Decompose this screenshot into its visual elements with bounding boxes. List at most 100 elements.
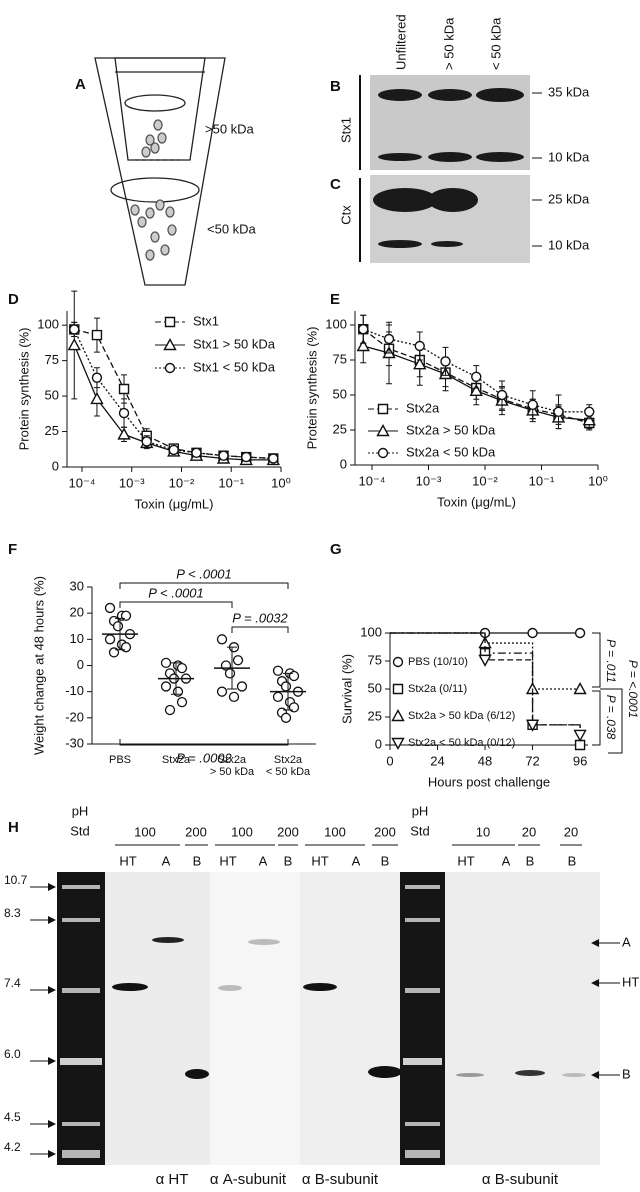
- fraction-label: >50 kDa: [205, 121, 255, 136]
- data-point: [104, 634, 116, 645]
- p-value: P < .0001: [176, 566, 232, 581]
- y-tick-label: 75: [45, 352, 59, 367]
- data-point: [288, 702, 300, 713]
- lane-label: HT: [219, 853, 236, 868]
- lane-label: A: [502, 853, 511, 868]
- marker: [117, 427, 131, 440]
- std-label: Std: [410, 823, 430, 838]
- data-point: [236, 681, 248, 692]
- p-value: P = <.0001: [626, 660, 640, 718]
- data-point: [224, 668, 236, 679]
- y-tick-label: 50: [45, 388, 59, 403]
- x-tick-label: 10⁻²: [472, 473, 498, 488]
- data-point: [176, 696, 188, 708]
- column-label: > 50 kDa: [441, 17, 456, 70]
- x-tick-label: 10⁻³: [416, 473, 442, 488]
- p-value: P = .038: [604, 695, 618, 740]
- lane-label: HT: [457, 853, 474, 868]
- y-tick-label: 0: [340, 456, 347, 471]
- y-axis-title: Weight change at 48 hours (%): [31, 576, 46, 755]
- antibody-label: α A-subunit: [210, 1171, 287, 1188]
- panel-label: H: [8, 819, 19, 836]
- data-point: [216, 686, 228, 697]
- x-tick-label: 96: [573, 753, 587, 768]
- marker: [527, 399, 538, 410]
- marker: [496, 389, 508, 401]
- ph-label: 10.7: [4, 873, 28, 887]
- x-tick-label: 10⁰: [271, 475, 291, 490]
- marker: [471, 371, 482, 382]
- lane-label: B: [381, 853, 390, 868]
- series-line: [363, 328, 590, 413]
- marker: [164, 316, 176, 328]
- size-label: 10 kDa: [548, 237, 590, 252]
- marker: [358, 324, 369, 335]
- y-tick-label: 0: [52, 458, 59, 473]
- p-value: P < .0001: [148, 585, 204, 600]
- marker: [191, 447, 202, 459]
- marker: [553, 406, 564, 417]
- y-tick-label: 0: [375, 736, 382, 751]
- data-point: [272, 665, 284, 676]
- x-tick-label: 10⁻³: [119, 475, 145, 490]
- data-point: [112, 621, 124, 632]
- lane-label: B: [284, 853, 293, 868]
- lane-label: B: [193, 853, 202, 868]
- lane-label: B: [568, 853, 577, 868]
- x-tick-label: 24: [430, 753, 444, 768]
- ph-label: 8.3: [4, 906, 21, 920]
- marker: [391, 709, 405, 722]
- ph-label: 6.0: [4, 1047, 21, 1061]
- marker: [118, 407, 130, 419]
- x-axis-title: Hours post challenge: [428, 774, 550, 789]
- panel-label: A: [75, 76, 86, 93]
- x-tick-label: Stx2a: [161, 754, 191, 766]
- marker: [414, 340, 425, 352]
- series-line: [390, 632, 581, 690]
- legend-label: PBS (10/10): [408, 656, 468, 668]
- y-tick-label: 100: [360, 624, 382, 639]
- marker: [574, 739, 586, 751]
- marker: [582, 413, 596, 426]
- legend-label: Stx2a > 50 kDa: [406, 422, 496, 437]
- antibody-label: α HT: [156, 1171, 189, 1188]
- data-point: [288, 670, 300, 682]
- bracket: [119, 601, 233, 608]
- marker: [91, 372, 103, 383]
- marker: [141, 436, 152, 447]
- marker: [377, 403, 389, 415]
- lane-label: A: [259, 853, 268, 868]
- amount-label: 100: [231, 824, 253, 839]
- marker: [376, 424, 390, 437]
- x-tick-label: Stx2a < 50 kDa: [265, 754, 311, 778]
- column-label: < 50 kDa: [488, 17, 503, 70]
- marker: [383, 333, 395, 345]
- y-tick-label: 10: [70, 631, 84, 646]
- marker: [69, 324, 80, 335]
- marker: [163, 338, 177, 351]
- x-axis-title: Toxin (μg/mL): [134, 496, 213, 511]
- amount-label: 200: [374, 824, 396, 839]
- marker: [67, 338, 81, 351]
- fraction-label: <50 kDa: [207, 221, 257, 236]
- legend-label: Stx2a > 50 kDa (6/12): [408, 710, 515, 722]
- marker: [241, 451, 252, 463]
- filter-diagram: [94, 57, 226, 286]
- row-label: Stx1: [338, 117, 353, 143]
- data-point: [228, 691, 240, 703]
- marker: [91, 329, 103, 341]
- x-tick-label: PBS: [108, 754, 131, 766]
- x-tick-label: 10⁻⁴: [69, 475, 96, 490]
- legend-label: Stx2a (0/11): [408, 683, 467, 695]
- gel: [57, 872, 600, 1165]
- marker: [377, 447, 389, 459]
- antibody-label: α B-subunit: [302, 1171, 379, 1188]
- legend-label: Stx1: [193, 313, 219, 328]
- marker: [478, 654, 492, 667]
- data-point: [172, 686, 184, 697]
- amount-label: 100: [324, 824, 346, 839]
- amount-label: 10: [476, 824, 490, 839]
- panel-label: F: [8, 541, 17, 558]
- band-label: B: [622, 1066, 631, 1081]
